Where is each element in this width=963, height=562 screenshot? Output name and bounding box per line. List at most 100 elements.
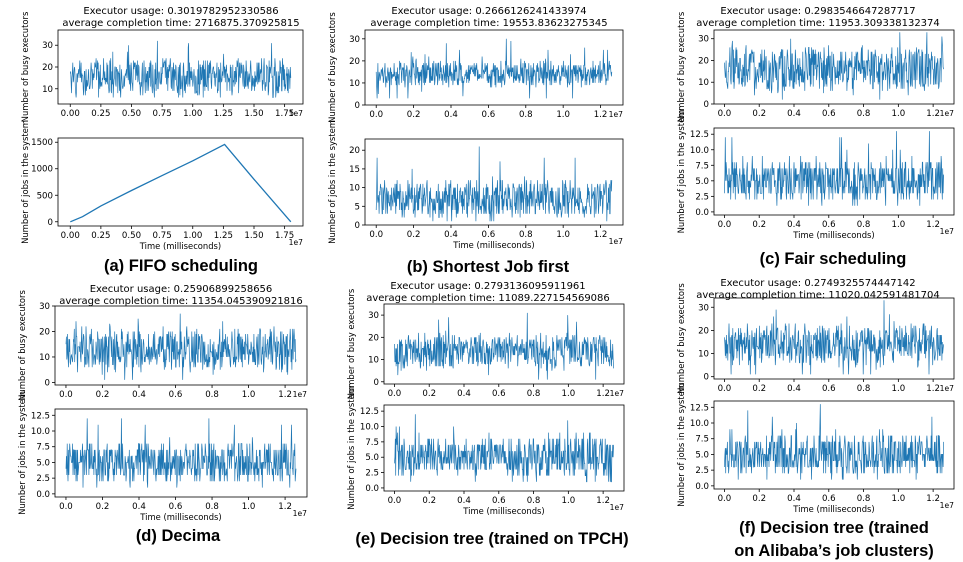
y-tick-label: 0 [704,100,709,110]
y-axis-label: Number of jobs in the system [676,110,686,234]
y-tick-label: 0 [355,101,360,111]
x-tick-label: 0.2 [752,494,766,504]
subfigure-caption-line1: (f) Decision tree (trained [739,519,929,537]
x-axis-label: Time (milliseconds) [452,240,534,250]
y-tick-label: 2.5 [695,192,709,202]
y-tick-label: 20 [349,57,360,67]
x-tick-label: 1.25 [214,109,233,119]
y-tick-label: 10 [349,79,360,89]
x-tick-label: 0.8 [519,110,533,120]
x-tick-label: 0.0 [388,496,402,506]
x-tick-label: 0.00 [61,231,80,241]
x-tick-label: 0.50 [122,231,141,241]
x-tick-label: 0.0 [369,230,383,240]
x-tick-label: 0.6 [482,110,496,120]
x-tick-label: 0.6 [822,109,836,119]
y-tick-label: 0 [48,218,53,228]
y-axis-label: Number of busy executors [327,12,337,123]
x-tick-label: 0.0 [59,390,73,400]
x-tick-label: 1.0 [242,390,256,400]
x-tick-label: 0.2 [96,390,110,400]
x-tick-label: 0.4 [132,502,146,512]
y-tick-label: 0 [355,221,360,231]
y-tick-label: 7.5 [365,438,379,448]
plot-frame [54,305,308,386]
y-tick-label: 20 [368,333,379,343]
x-tick-label: 0.4 [444,110,458,120]
x-axis-label: Time (milliseconds) [139,241,221,251]
x-tick-label: 0.75 [153,231,172,241]
x-tick-label: 1.2 [278,502,292,512]
x-tick-label: 0.8 [205,502,219,512]
y-tick-label: 20 [42,63,53,73]
x-scale-multiplier: 1e7 [293,509,308,518]
x-tick-label: 1.75 [275,109,294,119]
plot-frame [713,297,955,380]
chart-title-line1: Executor usage: 0.25906899258656 [90,284,273,295]
x-axis-label: Time (milliseconds) [139,512,221,522]
x-axis-label: Time (milliseconds) [462,506,544,516]
y-tick-label: 10 [349,184,360,194]
plot-frame [364,29,624,106]
y-tick-label: 1000 [31,165,53,175]
y-tick-label: 10.0 [690,146,709,156]
subfigure-caption: (d) Decima [136,527,221,545]
x-tick-label: 0.0 [718,494,732,504]
chart-e: Executor usage: 0.2793136095911961averag… [346,281,629,548]
chart-title-line1: Executor usage: 0.2793136095911961 [390,281,585,292]
chart-title-line2: average completion time: 11089.227154569… [366,293,610,304]
x-tick-label: 1.2 [926,494,940,504]
y-tick-label: 2.5 [36,474,50,484]
series-line [724,300,944,375]
x-tick-label: 0.8 [519,230,533,240]
chart-title-line2: average completion time: 11020.042591481… [696,290,940,301]
x-axis-label: Time (milliseconds) [792,504,874,514]
x-scale-multiplier: 1e7 [610,389,625,398]
y-axis-label: Number of jobs in the system [17,391,27,515]
y-tick-label: 5.0 [695,177,709,187]
x-tick-label: 1.2 [926,220,940,230]
chart-b: Executor usage: 0.2666126241433974averag… [327,6,624,276]
series-line [375,146,613,222]
y-tick-label: 0.0 [365,484,379,494]
plot-frame [713,400,955,490]
y-tick-label: 5.0 [695,450,709,460]
series-line [724,404,944,480]
x-tick-label: 0.0 [718,384,732,394]
x-tick-label: 1.75 [275,231,294,241]
x-tick-label: 1.25 [214,231,233,241]
x-tick-label: 0.8 [857,109,871,119]
y-axis-label: Number of busy executors [676,283,686,394]
x-tick-label: 1.0 [556,110,570,120]
x-tick-label: 0.0 [718,109,732,119]
x-scale-multiplier: 1e7 [940,227,955,236]
subfigure-caption: (b) Shortest Job first [407,258,570,276]
y-axis-label: Number of jobs in the system [327,120,337,244]
x-tick-label: 0.4 [457,389,471,399]
plot-frame [57,137,304,227]
plot-frame [54,408,308,498]
x-tick-label: 0.0 [718,220,732,230]
chart-title-line1: Executor usage: 0.2666126241433974 [391,6,586,17]
x-tick-label: 1.50 [244,109,263,119]
chart-c: Executor usage: 0.2983546647287717averag… [676,6,955,268]
x-tick-label: 0.8 [857,384,871,394]
x-tick-label: 0.4 [787,494,801,504]
y-tick-label: 0.0 [36,490,50,500]
x-tick-label: 1.2 [926,109,940,119]
y-tick-label: 0 [45,378,50,388]
chart-a: Executor usage: 0.3019782952330586averag… [20,6,304,275]
x-tick-label: 0.0 [369,110,383,120]
plot-frame [364,138,624,226]
x-tick-label: 0.6 [492,389,506,399]
y-tick-label: 30 [42,41,53,51]
x-tick-label: 1.2 [596,496,610,506]
x-scale-multiplier: 1e7 [609,237,624,246]
y-tick-label: 10 [39,353,50,363]
y-tick-label: 12.5 [360,407,379,417]
subfigure-caption: (e) Decision tree (trained on TPCH) [355,530,628,548]
y-tick-label: 5 [355,202,360,212]
x-scale-multiplier: 1e7 [293,390,308,399]
y-tick-label: 10 [368,356,379,366]
y-axis-label: Number of busy executors [346,289,356,400]
